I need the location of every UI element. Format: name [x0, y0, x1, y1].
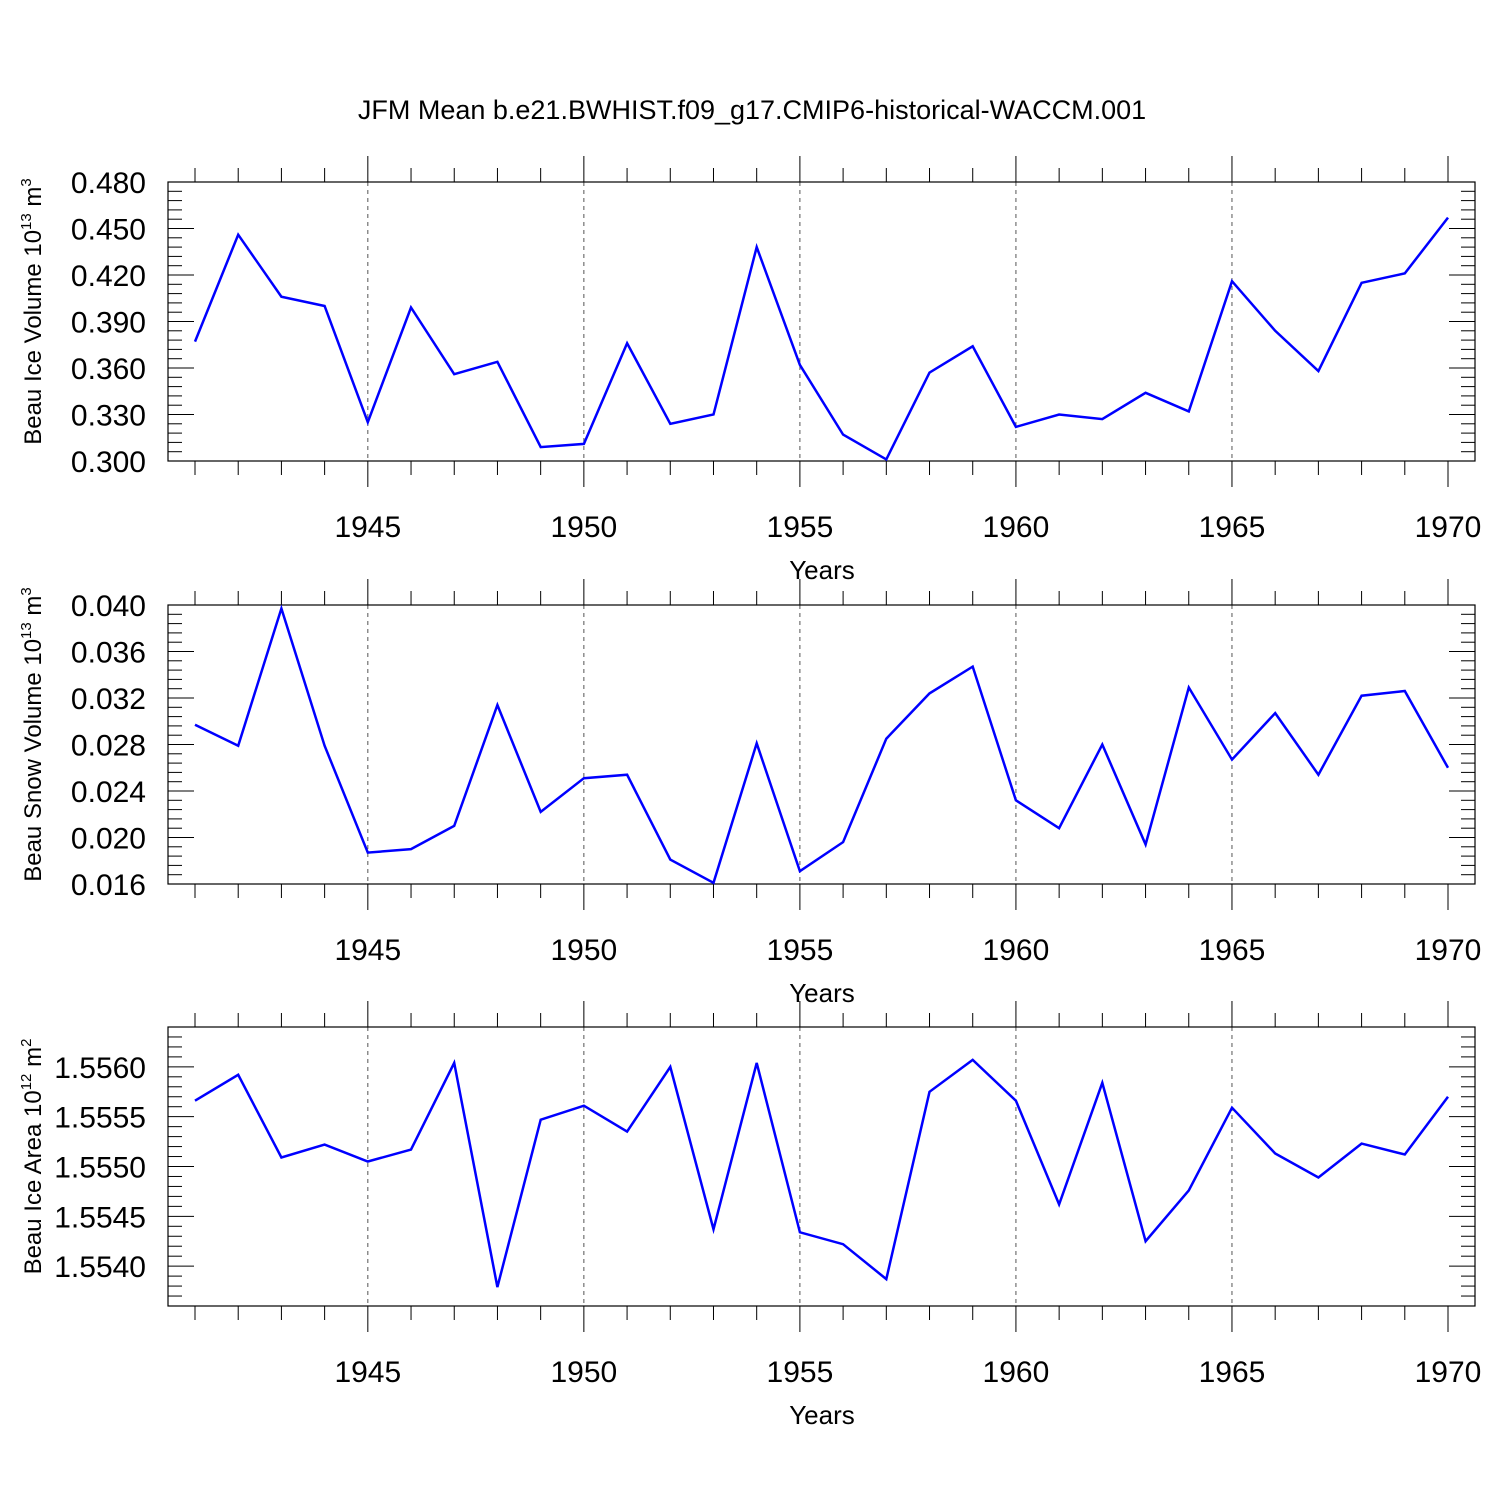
y-tick-label: 0.390 [71, 307, 146, 340]
y-tick-label: 0.016 [71, 869, 146, 902]
plot-frame [167, 1026, 1476, 1307]
x-tick-label: 1955 [767, 934, 834, 967]
x-axis-label: Years [789, 978, 855, 1008]
y-tick-label: 0.360 [71, 353, 146, 386]
y-tick-label: 0.024 [71, 776, 146, 809]
x-tick-label: 1960 [983, 934, 1050, 967]
x-tick-label: 1950 [550, 934, 617, 967]
x-tick-label: 1945 [334, 511, 401, 544]
x-tick-label: 1950 [550, 511, 617, 544]
y-axis-label: Beau Snow Volume 1013 m3 [18, 587, 47, 882]
x-tick-label: 1945 [334, 934, 401, 967]
y-tick-label: 0.300 [71, 446, 146, 479]
y-tick-label: 0.330 [71, 400, 146, 433]
y-tick-label: 1.5555 [54, 1102, 146, 1135]
x-tick-label: 1960 [983, 1356, 1050, 1389]
x-axis-label: Years [789, 555, 855, 585]
y-tick-label: 0.020 [71, 823, 146, 856]
y-tick-label: 0.028 [71, 730, 146, 763]
x-tick-label: 1950 [550, 1356, 617, 1389]
x-tick-label: 1945 [334, 1356, 401, 1389]
x-tick-label: 1970 [1415, 511, 1482, 544]
y-axis-label: Beau Ice Volume 1013 m3 [18, 178, 47, 445]
figure-title: JFM Mean b.e21.BWHIST.f09_g17.CMIP6-hist… [358, 95, 1146, 125]
y-tick-label: 0.480 [71, 167, 146, 200]
x-tick-label: 1955 [767, 511, 834, 544]
y-tick-label: 0.450 [71, 214, 146, 247]
series-line [194, 1058, 1450, 1288]
y-tick-label: 0.420 [71, 260, 146, 293]
y-tick-label: 0.040 [71, 590, 146, 623]
x-tick-label: 1965 [1199, 934, 1266, 967]
panel-3: 1.5540 1.5545 1.5550 1.5555 1.5560 1945 1950 19… [18, 1001, 1481, 1430]
x-tick-label: 1970 [1415, 934, 1482, 967]
y-tick-label: 1.5545 [54, 1201, 146, 1234]
panel-1: 0.300 0.330 0.360 0.390 0.420 0.450 0.480 1945 1… [18, 156, 1481, 585]
x-tick-label: 1970 [1415, 1356, 1482, 1389]
y-tick-label: 1.5550 [54, 1152, 146, 1185]
x-axis-label: Years [789, 1400, 855, 1430]
panel-2: 0.016 0.020 0.024 0.028 0.032 0.036 0.040 1945 1… [18, 579, 1481, 1008]
y-tick-label: 0.032 [71, 683, 146, 716]
y-tick-label: 0.036 [71, 637, 146, 670]
x-tick-label: 1955 [767, 1356, 834, 1389]
plot-frame [167, 181, 1476, 462]
y-tick-label: 1.5540 [54, 1251, 146, 1284]
series-line [194, 604, 1450, 885]
y-axis-label: Beau Ice Area 1012 m2 [18, 1039, 47, 1275]
series-line [193, 216, 1449, 462]
y-tick-label: 1.5560 [54, 1052, 146, 1085]
x-tick-label: 1965 [1199, 511, 1266, 544]
x-tick-label: 1965 [1199, 1356, 1266, 1389]
x-tick-label: 1960 [983, 511, 1050, 544]
